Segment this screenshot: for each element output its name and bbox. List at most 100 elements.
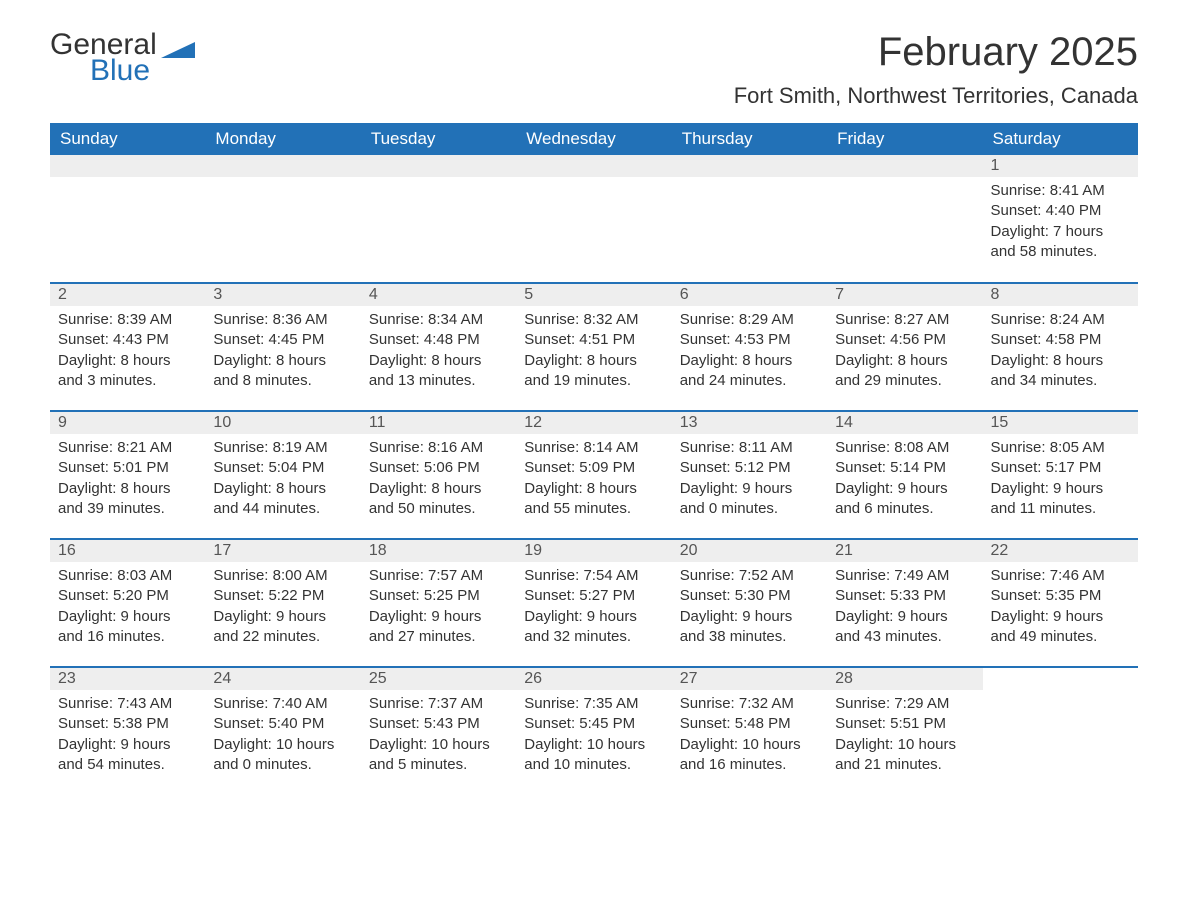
day-cell: 25Sunrise: 7:37 AMSunset: 5:43 PMDayligh… [361,667,516,795]
day-number [983,668,1138,690]
day-cell: 19Sunrise: 7:54 AMSunset: 5:27 PMDayligh… [516,539,671,667]
sunrise-line: Sunrise: 8:41 AM [991,181,1130,201]
sunset-line: Sunset: 5:12 PM [680,458,819,478]
day-number: 24 [205,668,360,690]
day-cell: 26Sunrise: 7:35 AMSunset: 5:45 PMDayligh… [516,667,671,795]
daylight-line: Daylight: 8 hours and 8 minutes. [213,351,352,392]
daylight-line: Daylight: 10 hours and 21 minutes. [835,735,974,776]
day-cell: 1Sunrise: 8:41 AMSunset: 4:40 PMDaylight… [983,155,1138,283]
day-number: 13 [672,412,827,434]
sunset-line: Sunset: 5:01 PM [58,458,197,478]
day-body: Sunrise: 8:34 AMSunset: 4:48 PMDaylight:… [361,306,516,399]
day-number [827,155,982,177]
day-body: Sunrise: 7:52 AMSunset: 5:30 PMDaylight:… [672,562,827,655]
daylight-line: Daylight: 9 hours and 16 minutes. [58,607,197,648]
sunrise-line: Sunrise: 8:14 AM [524,438,663,458]
day-cell: 8Sunrise: 8:24 AMSunset: 4:58 PMDaylight… [983,283,1138,411]
day-number: 6 [672,284,827,306]
daylight-line: Daylight: 9 hours and 54 minutes. [58,735,197,776]
sunrise-line: Sunrise: 7:57 AM [369,566,508,586]
weekday-header: Sunday [50,123,205,155]
day-body: Sunrise: 8:21 AMSunset: 5:01 PMDaylight:… [50,434,205,527]
day-number: 14 [827,412,982,434]
day-body: Sunrise: 8:39 AMSunset: 4:43 PMDaylight:… [50,306,205,399]
location: Fort Smith, Northwest Territories, Canad… [734,83,1138,109]
day-cell: 7Sunrise: 8:27 AMSunset: 4:56 PMDaylight… [827,283,982,411]
day-number: 7 [827,284,982,306]
day-number: 22 [983,540,1138,562]
sunset-line: Sunset: 4:43 PM [58,330,197,350]
daylight-line: Daylight: 9 hours and 27 minutes. [369,607,508,648]
sunset-line: Sunset: 5:20 PM [58,586,197,606]
day-number: 21 [827,540,982,562]
sunset-line: Sunset: 4:58 PM [991,330,1130,350]
sunrise-line: Sunrise: 8:19 AM [213,438,352,458]
day-number: 20 [672,540,827,562]
sunset-line: Sunset: 5:38 PM [58,714,197,734]
day-number [50,155,205,177]
day-number: 8 [983,284,1138,306]
day-body: Sunrise: 8:32 AMSunset: 4:51 PMDaylight:… [516,306,671,399]
sunrise-line: Sunrise: 8:08 AM [835,438,974,458]
week-row: 9Sunrise: 8:21 AMSunset: 5:01 PMDaylight… [50,411,1138,539]
day-cell: 23Sunrise: 7:43 AMSunset: 5:38 PMDayligh… [50,667,205,795]
sunset-line: Sunset: 4:48 PM [369,330,508,350]
day-number: 10 [205,412,360,434]
day-number: 26 [516,668,671,690]
sunrise-line: Sunrise: 7:29 AM [835,694,974,714]
day-body: Sunrise: 8:29 AMSunset: 4:53 PMDaylight:… [672,306,827,399]
day-number: 15 [983,412,1138,434]
day-cell: 14Sunrise: 8:08 AMSunset: 5:14 PMDayligh… [827,411,982,539]
day-number: 3 [205,284,360,306]
day-number: 18 [361,540,516,562]
day-body [50,177,205,189]
sunrise-line: Sunrise: 8:32 AM [524,310,663,330]
sunset-line: Sunset: 5:04 PM [213,458,352,478]
sunrise-line: Sunrise: 7:52 AM [680,566,819,586]
daylight-line: Daylight: 8 hours and 50 minutes. [369,479,508,520]
day-cell: 17 Sunrise: 8:00 AMSunset: 5:22 PMDayligh… [205,539,360,667]
day-body: Sunrise: 8:11 AMSunset: 5:12 PMDaylight:… [672,434,827,527]
sunrise-line: Sunrise: 8:03 AM [58,566,197,586]
day-cell: 24Sunrise: 7:40 AMSunset: 5:40 PMDayligh… [205,667,360,795]
day-body [361,177,516,189]
daylight-line: Daylight: 8 hours and 24 minutes. [680,351,819,392]
day-body: Sunrise: 7:35 AMSunset: 5:45 PMDaylight:… [516,690,671,783]
sunset-line: Sunset: 4:45 PM [213,330,352,350]
day-number: 5 [516,284,671,306]
sunset-line: Sunset: 4:40 PM [991,201,1130,221]
day-number: 11 [361,412,516,434]
weekday-header-row: Sunday Monday Tuesday Wednesday Thursday… [50,123,1138,155]
day-cell [205,155,360,283]
day-body [827,177,982,189]
day-cell [983,667,1138,795]
day-number: 1 [983,155,1138,177]
day-number: 17 [205,540,360,562]
day-cell: 5Sunrise: 8:32 AMSunset: 4:51 PMDaylight… [516,283,671,411]
week-row: 2Sunrise: 8:39 AMSunset: 4:43 PMDaylight… [50,283,1138,411]
day-cell: 20Sunrise: 7:52 AMSunset: 5:30 PMDayligh… [672,539,827,667]
sunrise-line: Sunrise: 8:16 AM [369,438,508,458]
sunrise-line: Sunrise: 8:00 AM [213,566,352,586]
sunset-line: Sunset: 5:43 PM [369,714,508,734]
weekday-header: Saturday [983,123,1138,155]
sunset-line: Sunset: 5:45 PM [524,714,663,734]
sunrise-line: Sunrise: 8:39 AM [58,310,197,330]
day-body: Sunrise: 8:08 AMSunset: 5:14 PMDaylight:… [827,434,982,527]
sunset-line: Sunset: 5:06 PM [369,458,508,478]
day-cell: 28Sunrise: 7:29 AMSunset: 5:51 PMDayligh… [827,667,982,795]
daylight-line: Daylight: 9 hours and 22 minutes. [213,607,352,648]
sunrise-line: Sunrise: 8:27 AM [835,310,974,330]
sunset-line: Sunset: 5:51 PM [835,714,974,734]
day-cell [672,155,827,283]
sunset-line: Sunset: 5:25 PM [369,586,508,606]
week-row: 1Sunrise: 8:41 AMSunset: 4:40 PMDaylight… [50,155,1138,283]
sunset-line: Sunset: 5:33 PM [835,586,974,606]
sunset-line: Sunset: 5:22 PM [213,586,352,606]
daylight-line: Daylight: 9 hours and 6 minutes. [835,479,974,520]
day-number [361,155,516,177]
day-body: Sunrise: 7:43 AMSunset: 5:38 PMDaylight:… [50,690,205,783]
sunset-line: Sunset: 4:51 PM [524,330,663,350]
week-row: 16Sunrise: 8:03 AMSunset: 5:20 PMDayligh… [50,539,1138,667]
day-body: Sunrise: 7:49 AMSunset: 5:33 PMDaylight:… [827,562,982,655]
